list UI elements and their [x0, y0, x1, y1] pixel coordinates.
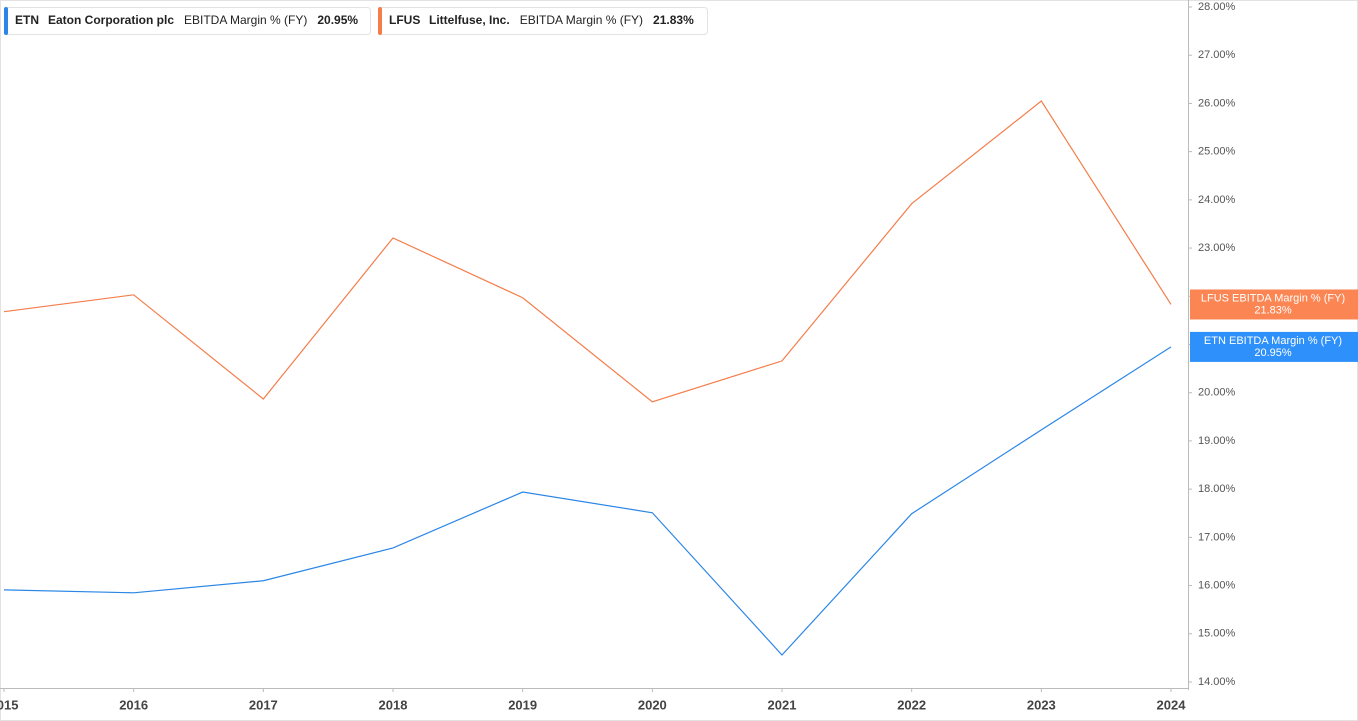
value-tag: [1190, 331, 1358, 362]
plot: [3, 100, 1172, 656]
y-tick-label: 28.00%: [1198, 1, 1236, 13]
x-tick-label: 2018: [379, 697, 408, 712]
x-tick-label: 2016: [119, 697, 148, 712]
y-tick-label: 20.00%: [1198, 387, 1236, 399]
legend-value: 20.95%: [317, 13, 358, 27]
y-tick-label: 24.00%: [1198, 194, 1236, 206]
legend-name: Littelfuse, Inc.: [429, 13, 510, 27]
value-tag-label: LFUS EBITDA Margin % (FY): [1201, 292, 1345, 304]
y-tick-label: 25.00%: [1198, 146, 1236, 158]
legend-swatch: [378, 7, 382, 35]
y-tick-label: 19.00%: [1198, 435, 1236, 447]
legend-swatch: [4, 7, 8, 35]
x-tick-label: 2022: [897, 697, 926, 712]
value-tag: [1190, 289, 1358, 320]
y-tick-label: 23.00%: [1198, 242, 1236, 254]
y-tick-label: 18.00%: [1198, 483, 1236, 495]
x-tick-label: 2023: [1027, 697, 1056, 712]
x-tick-label: 2019: [508, 697, 537, 712]
legend-metric: EBITDA Margin % (FY): [520, 13, 643, 27]
x-tick-label: 2024: [1157, 697, 1187, 712]
x-tick-label: 2020: [638, 697, 667, 712]
y-tick-label: 17.00%: [1198, 531, 1236, 543]
series-line: [3, 100, 1172, 403]
x-tick-label: 2017: [249, 697, 278, 712]
legend-value: 21.83%: [653, 13, 694, 27]
value-tag-value: 21.83%: [1254, 304, 1292, 316]
x-tick-label: 2021: [768, 697, 797, 712]
legend-ticker: ETN: [15, 13, 39, 27]
value-tag-label: ETN EBITDA Margin % (FY): [1204, 335, 1342, 347]
y-tick-label: 14.00%: [1198, 676, 1236, 688]
y-tick-label: 27.00%: [1198, 49, 1236, 61]
series-line: [3, 346, 1172, 656]
y-tick-label: 16.00%: [1198, 579, 1236, 591]
x-tick-label: 2015: [0, 697, 18, 712]
legend: ETN Eaton Corporation plc EBITDA Margin % …: [4, 7, 708, 35]
y-tick-label: 15.00%: [1198, 628, 1236, 640]
legend-name: Eaton Corporation plc: [48, 13, 174, 27]
value-tag-value: 20.95%: [1254, 347, 1292, 359]
legend-ticker: LFUS: [389, 13, 420, 27]
y-tick-label: 26.00%: [1198, 97, 1236, 109]
legend-metric: EBITDA Margin % (FY): [184, 13, 307, 27]
